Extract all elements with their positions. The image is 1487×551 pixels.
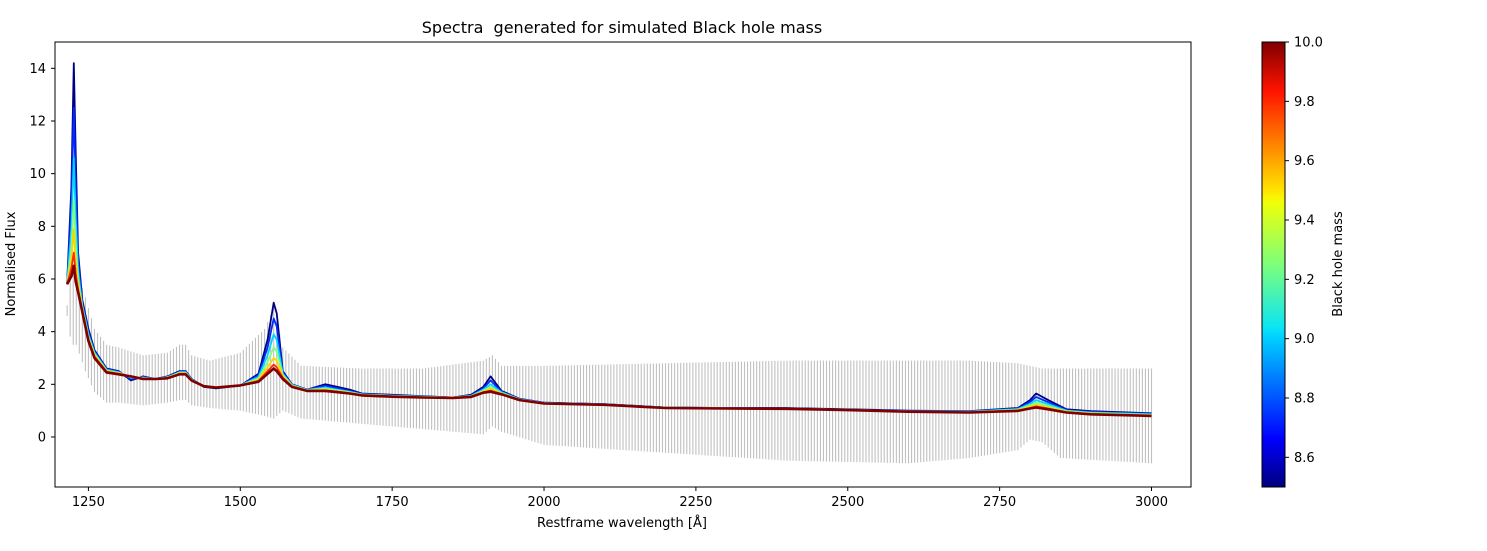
colorbar-tick-label: 8.6 — [1294, 451, 1315, 466]
plot-frame — [54, 41, 1192, 488]
colorbar-tick-label: 9.4 — [1294, 214, 1315, 229]
y-tick-label: 2 — [38, 378, 46, 393]
colorbar: 8.6 8.8 9.0 9.2 9.4 9.6 9.8 10.0 Black hole mas… — [1261, 36, 1346, 488]
x-tick-label: 2500 — [831, 495, 864, 510]
colorbar-tick-label: 9.0 — [1294, 332, 1315, 347]
colorbar-tick-label: 9.6 — [1294, 154, 1315, 169]
errorbar-layer — [66, 266, 1153, 464]
x-tick-label: 3000 — [1135, 495, 1168, 510]
colorbar-gradient — [1261, 41, 1286, 488]
spectrum-line — [66, 156, 1152, 416]
x-axis-ticks: 1250 1500 1750 2000 2250 2500 2750 3000 — [72, 487, 1168, 510]
colorbar-label: Black hole mass — [1331, 211, 1346, 317]
y-tick-label: 14 — [29, 62, 46, 77]
x-tick-label: 1750 — [376, 495, 409, 510]
y-tick-label: 4 — [38, 325, 46, 340]
x-axis-label: Restframe wavelength [Å] — [537, 515, 707, 531]
x-tick-label: 2250 — [679, 495, 712, 510]
y-tick-label: 6 — [38, 272, 46, 287]
colorbar-ticks: 8.6 8.8 9.0 9.2 9.4 9.6 9.8 10.0 — [1285, 36, 1323, 466]
spectrum-line — [66, 62, 1152, 415]
y-tick-label: 0 — [38, 430, 46, 445]
colorbar-tick-label: 9.2 — [1294, 273, 1315, 288]
y-tick-label: 8 — [38, 220, 46, 235]
spectrum-line — [66, 251, 1152, 417]
spectrum-line — [65, 264, 1152, 418]
plot-area: 1250 1500 1750 2000 2250 2500 2750 3000 0 2 4 6 8 10… — [29, 41, 1192, 510]
x-tick-label: 2000 — [527, 495, 560, 510]
x-tick-label: 1500 — [224, 495, 257, 510]
colorbar-tick-label: 9.8 — [1294, 95, 1315, 110]
spectrum-line — [66, 199, 1152, 416]
colorbar-tick-label: 10.0 — [1294, 36, 1323, 51]
y-tick-label: 12 — [29, 114, 46, 129]
x-tick-label: 2750 — [983, 495, 1016, 510]
chart-title: Spectra generated for simulated Black ho… — [422, 18, 822, 37]
y-axis-label: Normalised Flux — [4, 211, 19, 316]
spectra-lines-layer — [65, 62, 1152, 418]
spectrum-line — [66, 106, 1152, 415]
x-tick-label: 1250 — [72, 495, 105, 510]
colorbar-tick-label: 8.8 — [1294, 392, 1315, 407]
y-axis-ticks: 0 2 4 6 8 10 12 14 — [29, 62, 55, 445]
y-tick-label: 10 — [29, 167, 46, 182]
